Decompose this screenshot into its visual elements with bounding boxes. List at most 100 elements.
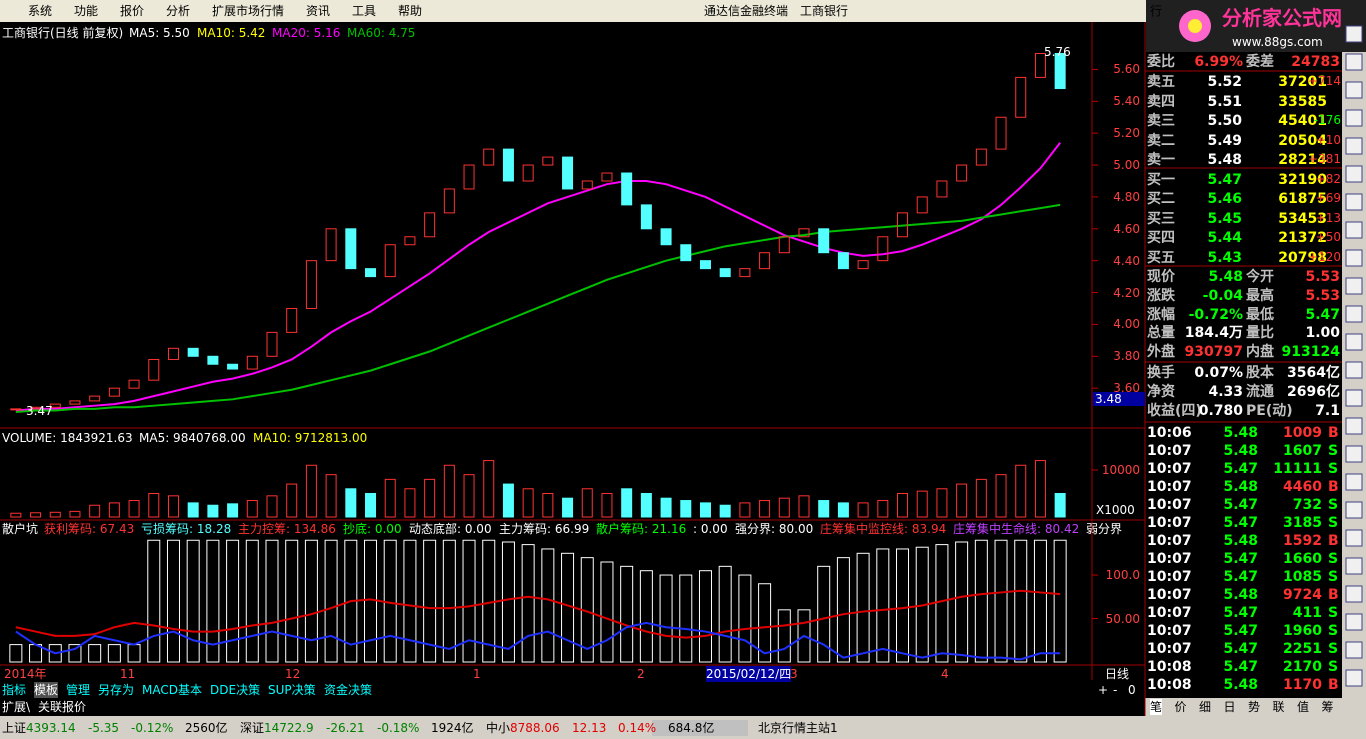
quote-tab[interactable]: 值 bbox=[1297, 700, 1310, 714]
menu-item[interactable]: 报价 bbox=[120, 4, 145, 18]
legend-entry: 庄筹集中监控线: 83.94 bbox=[820, 522, 947, 536]
tick-volume: 411 bbox=[1292, 605, 1322, 621]
book-change: +13 bbox=[1315, 210, 1341, 225]
quote-tab[interactable]: 联 bbox=[1272, 700, 1285, 714]
candle bbox=[1054, 52, 1066, 90]
status-pct: -0.12% bbox=[131, 721, 174, 735]
candle bbox=[10, 408, 22, 411]
candle bbox=[581, 180, 593, 190]
y-tick-label: 5.40 bbox=[1113, 94, 1140, 109]
tick-price: 5.47 bbox=[1223, 623, 1258, 639]
candle bbox=[680, 244, 692, 262]
stat-value: 5.47 bbox=[1305, 306, 1340, 323]
menu-item[interactable]: 资讯 bbox=[306, 4, 331, 18]
tab[interactable]: 模板 bbox=[34, 682, 59, 698]
tab[interactable]: 指标 bbox=[2, 682, 27, 698]
tool-icon bbox=[1345, 445, 1363, 463]
stat-label: 现价 bbox=[1147, 269, 1175, 285]
book-label: 买一 bbox=[1147, 171, 1175, 188]
quote-tab[interactable]: 笔 bbox=[1150, 699, 1163, 715]
tick-volume: 9724 bbox=[1283, 587, 1322, 603]
indicator-line bbox=[15, 203, 1061, 414]
legend-entry: 主力筹码: 66.99 bbox=[499, 522, 590, 536]
book-volume: 32190 bbox=[1278, 171, 1327, 188]
quote-tab[interactable]: 势 bbox=[1248, 700, 1261, 714]
volume-bar bbox=[384, 478, 396, 518]
book-label: 卖五 bbox=[1147, 74, 1175, 90]
zoom-button[interactable]: 0 bbox=[1128, 683, 1136, 697]
logo-name: 分析家公式网 bbox=[1222, 6, 1342, 30]
logo-url: www.88gs.com bbox=[1232, 35, 1323, 49]
volume-bar bbox=[857, 502, 869, 518]
tool-icon bbox=[1345, 473, 1363, 491]
indicator-bar bbox=[856, 552, 870, 663]
tick-volume: 1009 bbox=[1283, 425, 1322, 441]
status-amount: 1924亿 bbox=[431, 721, 474, 735]
status-name: 中小 bbox=[486, 721, 511, 735]
tab[interactable]: 资金决策 bbox=[324, 682, 373, 698]
quote-tab[interactable]: 细 bbox=[1199, 700, 1212, 714]
candle bbox=[128, 379, 140, 389]
menu-item[interactable]: 系统 bbox=[28, 4, 53, 18]
y-tick-label: 3.60 bbox=[1113, 381, 1140, 396]
menu-item[interactable]: 工具 bbox=[352, 4, 377, 18]
tab[interactable]: SUP决策 bbox=[268, 682, 316, 698]
menu-item[interactable]: 功能 bbox=[74, 4, 99, 18]
sub-tab[interactable]: 关联报价 bbox=[38, 700, 87, 714]
tick-side: B bbox=[1328, 677, 1339, 693]
indicator-bar bbox=[166, 539, 180, 663]
y-tick-label: 50.00 bbox=[1105, 611, 1140, 626]
quote-tab[interactable]: 价 bbox=[1174, 700, 1187, 714]
tick-volume: 2251 bbox=[1283, 641, 1322, 657]
volume-bar bbox=[995, 474, 1007, 518]
indicator-bar bbox=[955, 541, 969, 663]
status-pct: 0.14% bbox=[618, 721, 657, 735]
tick-side: S bbox=[1328, 641, 1339, 657]
tool-icon bbox=[1345, 333, 1363, 351]
volume-bar bbox=[443, 464, 455, 518]
tick-volume: 1592 bbox=[1283, 533, 1322, 549]
book-volume: 53453 bbox=[1278, 210, 1327, 227]
indicator-bar bbox=[679, 574, 693, 663]
indicator-bar bbox=[974, 539, 988, 663]
tick-time: 10:08 bbox=[1147, 677, 1192, 693]
candle bbox=[502, 148, 514, 182]
indicator-bar bbox=[304, 539, 318, 663]
tick-volume: 1170 bbox=[1283, 677, 1322, 693]
status-name: 上证 bbox=[2, 721, 27, 735]
tool-icon bbox=[1345, 361, 1363, 379]
status-amount: 684.8亿 bbox=[668, 721, 715, 735]
tick-time: 10:07 bbox=[1147, 533, 1192, 549]
volume-bar bbox=[778, 497, 790, 518]
quote-tab[interactable]: 日 bbox=[1223, 700, 1236, 714]
book-volume: 21372 bbox=[1278, 230, 1327, 246]
indicator-bar bbox=[541, 548, 555, 663]
menu-item[interactable]: 扩展市场行情 bbox=[212, 4, 285, 18]
volume-bar bbox=[739, 502, 751, 518]
tick-volume: 2170 bbox=[1283, 659, 1322, 675]
legend-entry: MA5: 9840768.00 bbox=[139, 431, 246, 445]
volume-bar bbox=[699, 502, 711, 518]
tick-time: 10:07 bbox=[1147, 479, 1192, 495]
tool-icon bbox=[1345, 641, 1363, 659]
tick-volume: 732 bbox=[1292, 497, 1322, 513]
zoom-button[interactable]: - bbox=[1113, 683, 1118, 697]
volume-bar bbox=[542, 492, 554, 518]
volume-bar bbox=[286, 483, 298, 518]
zoom-button[interactable]: + bbox=[1098, 683, 1109, 697]
candle bbox=[167, 347, 179, 360]
status-change: -5.35 bbox=[88, 721, 120, 735]
tab[interactable]: 管理 bbox=[66, 682, 91, 698]
quote-tab[interactable]: 筹 bbox=[1321, 700, 1334, 714]
menu-item[interactable]: 帮助 bbox=[398, 4, 423, 18]
book-volume: 20504 bbox=[1278, 132, 1327, 149]
status-value: 8788.06 bbox=[510, 721, 560, 735]
tool-icon bbox=[1345, 557, 1363, 575]
sub-tab[interactable]: 扩展\ bbox=[2, 700, 31, 714]
tab[interactable]: MACD基本 bbox=[142, 682, 202, 698]
tab[interactable]: 另存为 bbox=[98, 682, 135, 698]
menu-item[interactable]: 分析 bbox=[166, 4, 191, 18]
volume-bar bbox=[562, 497, 574, 518]
candle bbox=[227, 363, 239, 370]
tab[interactable]: DDE决策 bbox=[210, 682, 261, 698]
